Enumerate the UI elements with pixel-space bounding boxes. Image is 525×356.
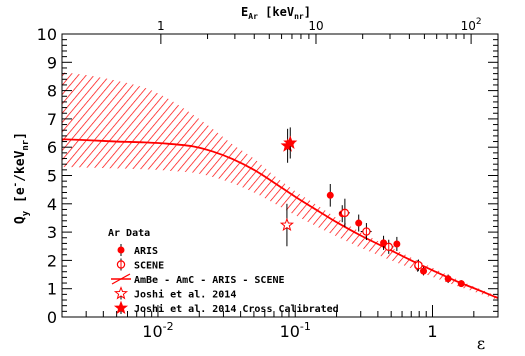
legend-item: Joshi et al. 2014	[113, 286, 236, 301]
series-joshi-et-al-2014	[279, 203, 294, 247]
y-tick-label: 1	[47, 280, 57, 299]
data-point	[380, 239, 388, 247]
y-tick-label: 5	[47, 167, 57, 186]
x-tick-label: 1	[427, 322, 437, 341]
y-tick-label: 7	[47, 110, 57, 129]
x-axis: 10-2 10-1 1	[61, 305, 499, 341]
y-tick-label: 3	[47, 223, 57, 242]
legend-label: Joshi et al. 2014 Cross Calibrated	[134, 303, 339, 315]
y-axis-title: Qy [e-/keVnr]	[11, 132, 31, 224]
model-central-line	[62, 138, 498, 299]
legend-item: SCENE	[116, 258, 164, 272]
y-tick-label: 8	[47, 82, 57, 101]
data-points	[279, 127, 465, 288]
top-axis-title: EAr [keVnr]	[241, 5, 311, 21]
legend-marker	[117, 246, 125, 254]
series-joshi-et-al-2014-cross-calibrated	[280, 127, 298, 163]
legend-item: AmBe - AmC - ARIS - SCENE	[111, 273, 285, 286]
legend-label: AmBe - AmC - ARIS - SCENE	[134, 275, 285, 286]
y-tick-label: 0	[47, 308, 57, 327]
x-axis-title: ε	[477, 334, 485, 353]
series-scene	[339, 198, 423, 271]
y-tick-label: 4	[47, 195, 57, 214]
legend-item: ARIS	[117, 244, 158, 257]
data-point	[420, 267, 428, 275]
data-point	[326, 191, 334, 199]
legend-label: SCENE	[134, 261, 164, 272]
top-tick-label: 1	[157, 19, 165, 33]
data-point	[355, 219, 363, 227]
y-tick-label: 9	[47, 53, 57, 72]
legend-item: Joshi et al. 2014 Cross Calibrated	[113, 300, 339, 315]
legend-title: Ar Data	[108, 228, 150, 239]
data-point	[444, 275, 452, 283]
legend: Ar Data ARIS SCENE AmBe - AmC - ARIS - SCE…	[108, 228, 339, 315]
legend-marker	[113, 286, 129, 300]
data-point	[283, 135, 298, 149]
data-point	[457, 280, 465, 288]
y-tick-label: 6	[47, 138, 57, 157]
top-tick-label: 102	[461, 17, 482, 33]
top-tick-label: 10	[308, 19, 323, 33]
legend-marker	[113, 300, 129, 315]
y-axis: 0 1 2 3 4 5 6 7 8 9 10	[37, 25, 498, 327]
y-tick-label: 2	[47, 251, 57, 270]
legend-label: Joshi et al. 2014	[134, 289, 236, 301]
data-point	[393, 240, 401, 248]
model-curve	[62, 138, 498, 299]
legend-label: ARIS	[134, 246, 158, 257]
x-tick-label: 10-1	[280, 320, 311, 341]
y-tick-label: 10	[37, 25, 57, 44]
data-point	[279, 217, 294, 232]
top-energy-axis: 1 10 102	[157, 17, 482, 44]
x-tick-label: 10-2	[142, 320, 173, 341]
